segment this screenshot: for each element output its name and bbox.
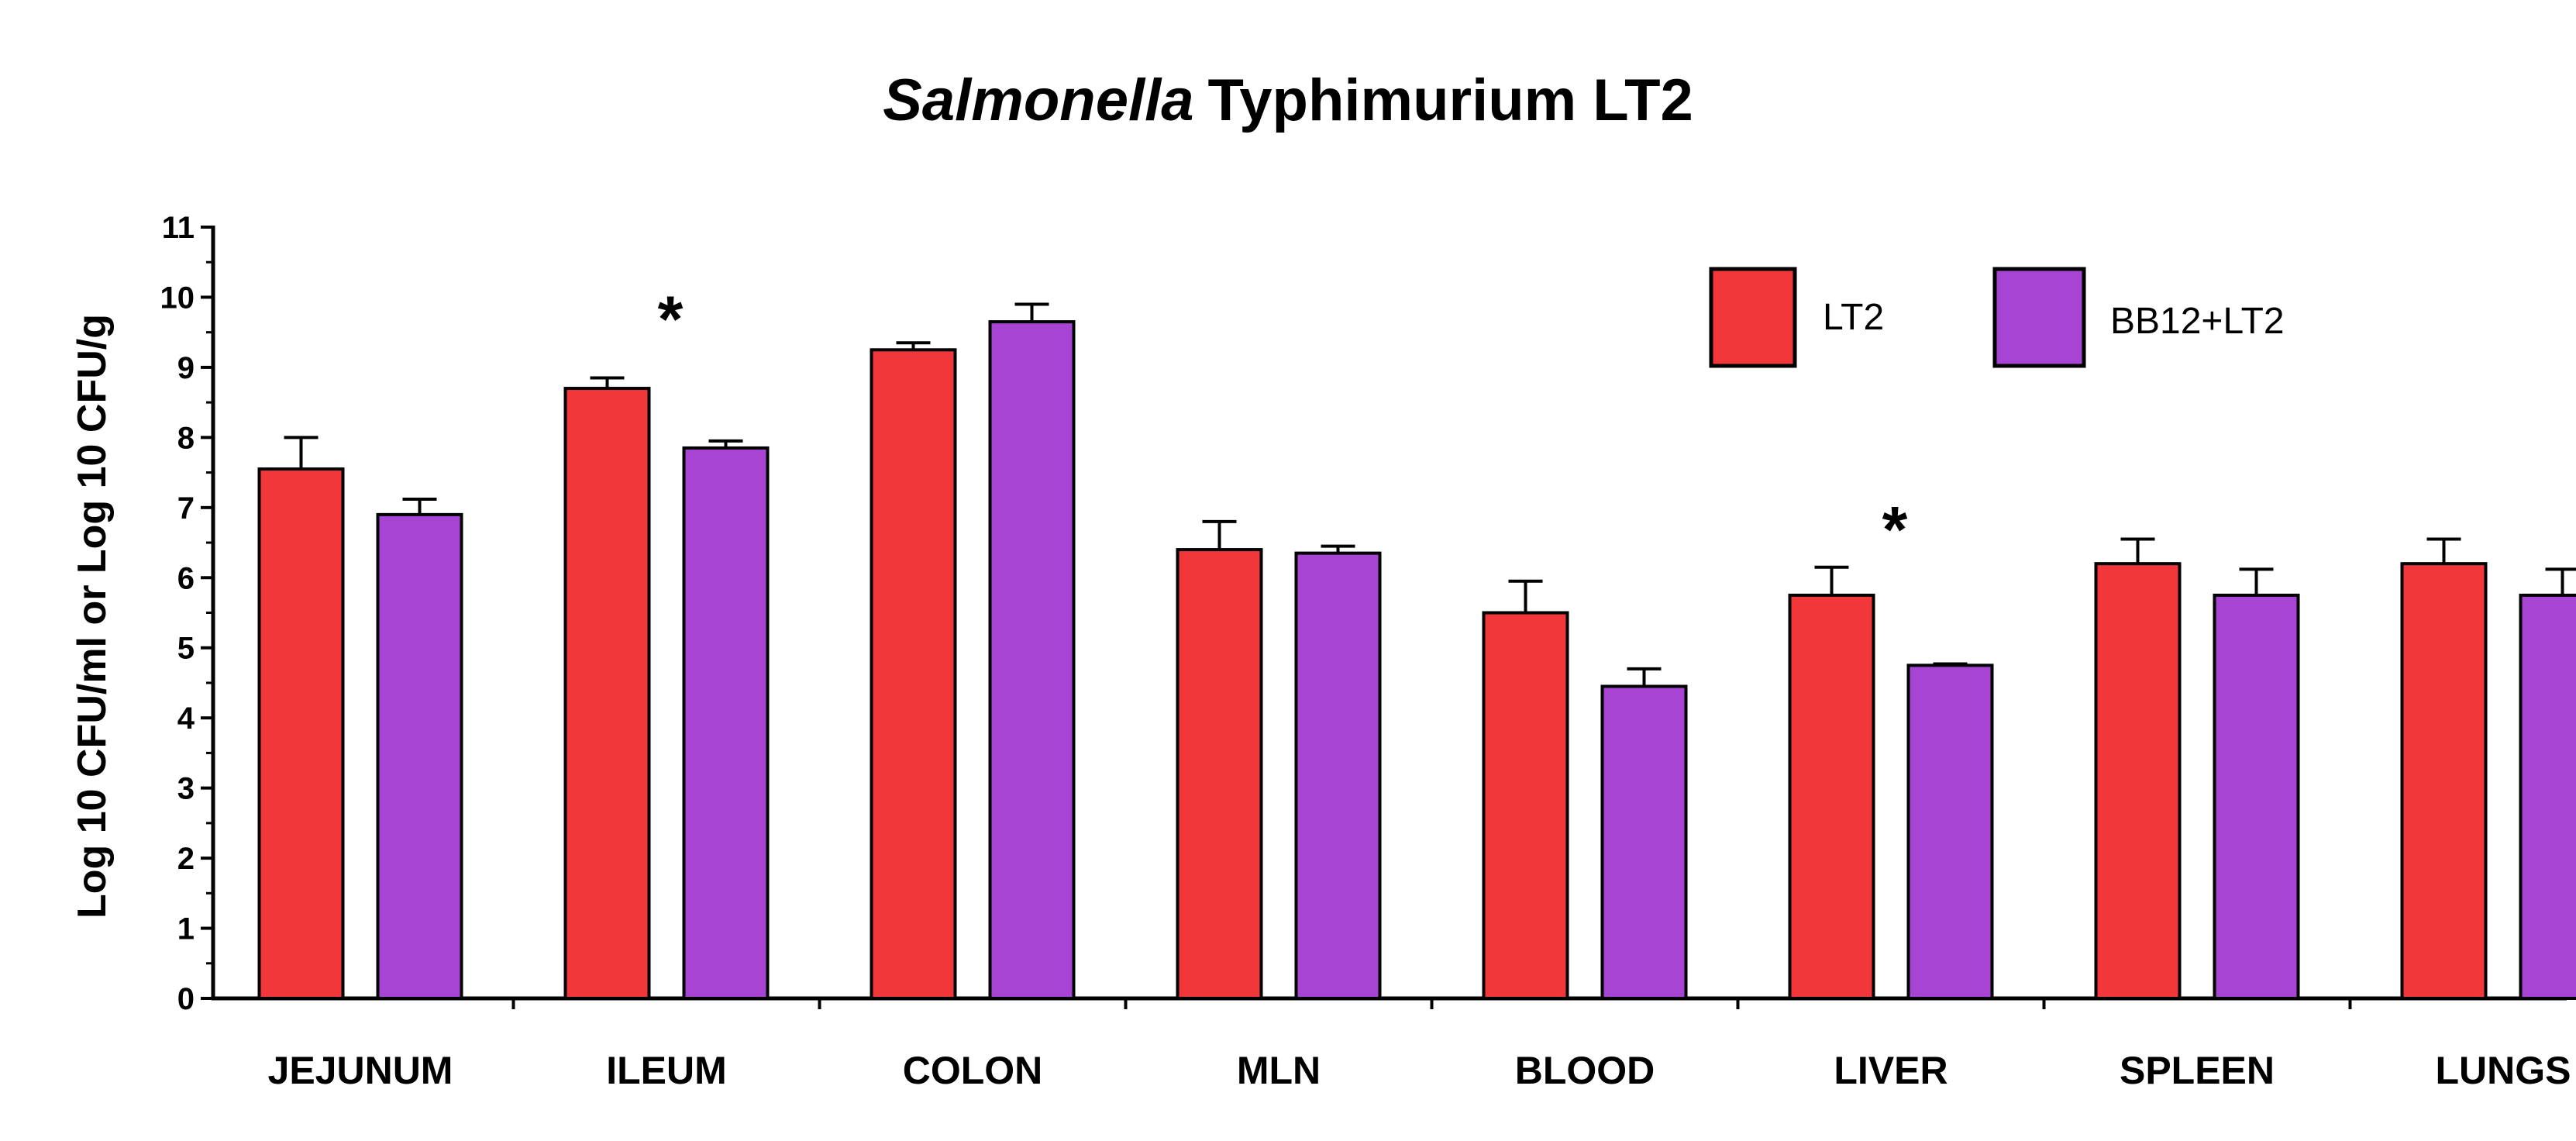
x-tick-label: ILEUM (606, 1049, 727, 1092)
bar-lt2-blood (1482, 611, 1569, 1000)
x-tick-label: SPLEEN (2120, 1049, 2275, 1092)
significance-marker: * (658, 283, 684, 356)
y-tick-label: 4 (177, 701, 195, 736)
y-tick-label: 2 (177, 842, 195, 876)
x-tick-label: LIVER (1834, 1049, 1947, 1092)
y-tick-label: 3 (177, 772, 195, 806)
bar-lt2-lungs (2400, 562, 2488, 1000)
chart-title: Salmonella Typhimurium LT2 (883, 67, 1693, 133)
chart-title-italic: Salmonella (883, 67, 1193, 133)
y-tick-label: 5 (177, 632, 195, 666)
bar-bb12-lt2-mln (1294, 551, 1382, 1000)
significance-marker: * (1882, 493, 1908, 566)
bar-bb12-lt2-liver (1906, 664, 1994, 1000)
bar-bb12-lt2-jejunum (376, 512, 463, 1000)
bar-lt2-spleen (2094, 562, 2182, 1000)
bar-lt2-liver (1788, 593, 1875, 1000)
legend-swatch (1992, 267, 2086, 368)
plot-area: 0 1 2 3 4 5 6 7 8 9 10 11 JEJUNUM ILEUM COLON MLN BLOOD L… (160, 211, 2576, 1092)
y-tick-label: 6 (177, 561, 195, 595)
x-tick-label: MLN (1237, 1049, 1321, 1092)
x-tick-label: LUNGS (2436, 1049, 2571, 1092)
legend-swatch (1709, 267, 1797, 368)
legend-label: LT2 (1823, 297, 1884, 338)
x-tick-label: BLOOD (1515, 1049, 1655, 1092)
x-tick-label: JEJUNUM (268, 1049, 453, 1092)
y-tick-label: 11 (162, 211, 195, 245)
y-tick-label: 8 (177, 421, 195, 455)
y-tick-label: 9 (177, 351, 195, 385)
bar-lt2-jejunum (257, 467, 345, 1000)
y-tick-label: 10 (160, 281, 195, 315)
bar-lt2-ileum (563, 387, 651, 1000)
bar-lt2-colon (870, 348, 957, 1000)
y-tick-label: 7 (177, 491, 195, 526)
y-tick-label: 0 (177, 982, 195, 1016)
bar-bb12-lt2-blood (1600, 684, 1688, 1001)
y-axis-label: Log 10 CFU/ml or Log 10 CFU/g (70, 314, 115, 919)
bar-bb12-lt2-ileum (682, 446, 770, 1000)
bar-bb12-lt2-spleen (2213, 593, 2300, 1000)
y-tick-label: 1 (177, 912, 195, 946)
x-tick-label: COLON (903, 1049, 1043, 1092)
bar-lt2-mln (1176, 548, 1263, 1000)
chart-title-rest: Typhimurium LT2 (1207, 67, 1693, 133)
bar-bb12-lt2-lungs (2519, 593, 2576, 1000)
bar-bb12-lt2-colon (988, 320, 1076, 1000)
legend-label: BB12+LT2 (2110, 301, 2285, 342)
